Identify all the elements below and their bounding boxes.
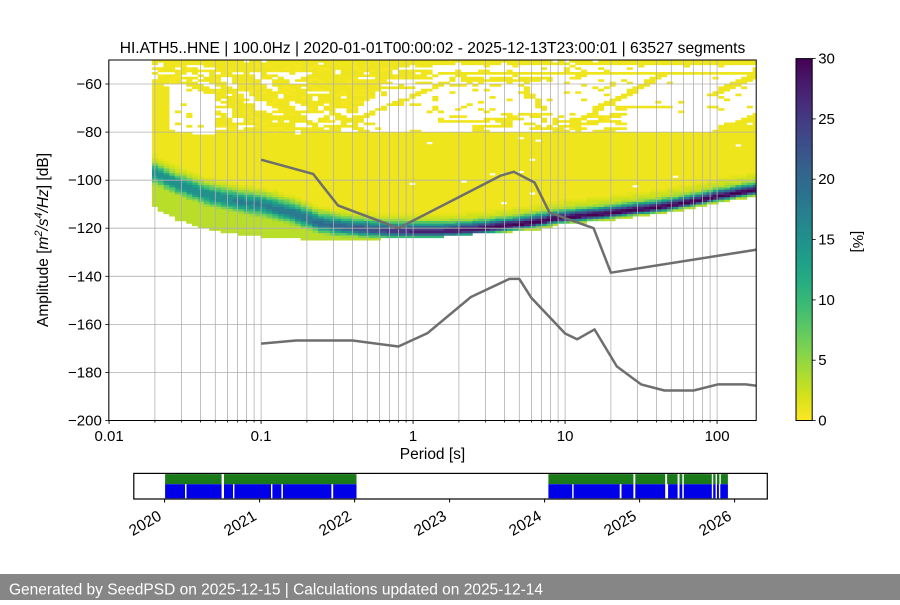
svg-text:0.01: 0.01 [94,428,123,445]
svg-text:[%]: [%] [849,231,866,253]
svg-text:10: 10 [557,428,574,445]
svg-text:5: 5 [818,352,826,369]
svg-text:Period [s]: Period [s] [400,446,465,463]
svg-text:−100: −100 [68,172,102,189]
svg-text:−160: −160 [68,316,102,333]
svg-text:−120: −120 [68,220,102,237]
svg-text:−140: −140 [68,268,102,285]
svg-text:−60: −60 [76,76,101,93]
svg-text:25: 25 [818,111,835,128]
svg-text:−200: −200 [68,413,102,430]
svg-text:15: 15 [818,232,835,249]
svg-text:Generated by SeedPSD on 2025-1: Generated by SeedPSD on 2025-12-15 | Cal… [9,582,543,599]
svg-text:−180: −180 [68,364,102,381]
svg-text:0: 0 [818,413,826,430]
svg-text:20: 20 [818,171,835,188]
svg-text:100: 100 [705,428,730,445]
svg-text:Amplitude [m2/s4/Hz] [dB]: Amplitude [m2/s4/Hz] [dB] [33,153,52,327]
svg-text:10: 10 [818,292,835,309]
svg-text:30: 30 [818,51,835,68]
svg-text:0.1: 0.1 [251,428,272,445]
svg-text:1: 1 [409,428,417,445]
svg-text:−80: −80 [76,124,101,141]
svg-text:HI.ATH5..HNE | 100.0Hz | 2020-: HI.ATH5..HNE | 100.0Hz | 2020-01-01T00:0… [120,40,746,57]
